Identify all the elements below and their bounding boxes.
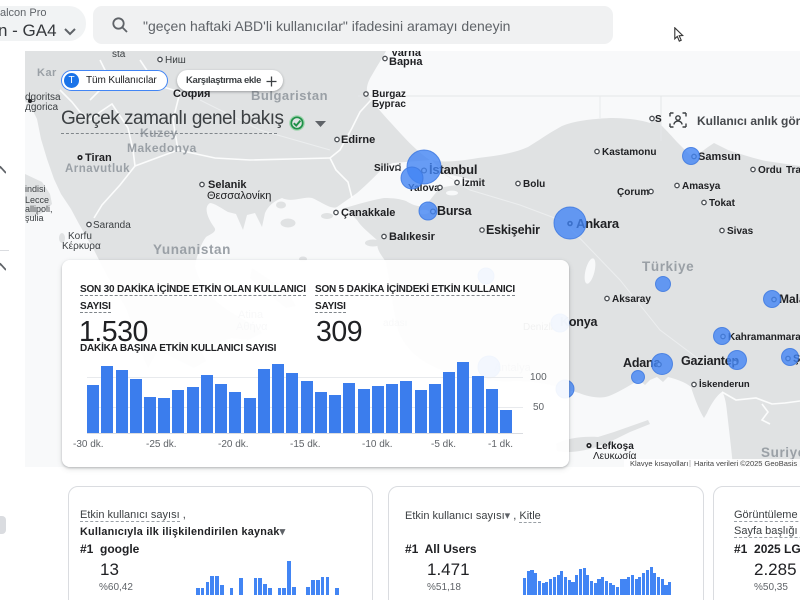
svg-text:Korfu: Korfu (68, 231, 92, 242)
svg-text:Çorum: Çorum (617, 187, 649, 198)
svg-text:Ordu: Ordu (758, 165, 782, 176)
svg-text:Edirne: Edirne (341, 134, 375, 146)
svg-text:S: S (655, 114, 662, 125)
svg-text:Malat: Malat (779, 292, 800, 306)
svg-text:Amasya: Amasya (682, 181, 721, 192)
svg-text:İskenderun: İskenderun (699, 379, 750, 390)
svg-text:Бургас: Бургас (372, 99, 406, 110)
svg-text:Варна: Варна (389, 56, 423, 68)
svg-text:Κέρκυρα: Κέρκυρα (62, 240, 101, 252)
svg-text:Ankara: Ankara (576, 216, 620, 231)
svg-text:sta: sta (112, 51, 126, 60)
svg-text:Kahramanmaraş: Kahramanmaraş (728, 332, 800, 343)
svg-text:Θεσσαλονίκη: Θεσσαλονίκη (207, 190, 271, 202)
svg-text:Makedonya: Makedonya (127, 141, 197, 155)
svg-text:Bulgaristan: Bulgaristan (251, 88, 328, 103)
svg-text:Harita verileri ©2025 GeoBasis: Harita verileri ©2025 GeoBasis (694, 459, 797, 467)
svg-text:Yalova: Yalova (408, 183, 440, 194)
svg-text:Ниш: Ниш (165, 55, 186, 66)
svg-text:Eskişehir: Eskişehir (486, 223, 540, 237)
svg-text:Sivas: Sivas (727, 226, 754, 237)
svg-text:dgoritsa: dgoritsa (25, 92, 61, 103)
svg-text:Türkiye: Türkiye (642, 259, 694, 274)
svg-text:Arnavutluk: Arnavutluk (65, 163, 130, 175)
svg-text:Lefkoşa: Lefkoşa (596, 441, 634, 452)
svg-text:Aksaray: Aksaray (612, 294, 651, 305)
svg-text:Konya: Konya (560, 315, 598, 329)
svg-text:Tra: Tra (786, 165, 800, 176)
svg-text:Silivri: Silivri (374, 163, 401, 174)
svg-text:Kastamonu: Kastamonu (602, 147, 656, 158)
svg-text:София: София (173, 88, 210, 100)
svg-text:Gaziantep: Gaziantep (681, 354, 739, 368)
svg-text:Varna: Varna (391, 51, 422, 59)
svg-text:allipoli,: allipoli, (25, 204, 53, 214)
svg-text:Kar: Kar (37, 67, 57, 79)
svg-text:Yunanistan: Yunanistan (153, 242, 231, 257)
svg-text:İzmit: İzmit (462, 176, 485, 189)
svg-text:дgorica: дgorica (25, 102, 59, 113)
svg-text:Tiran: Tiran (85, 152, 112, 164)
svg-text:Saranda: Saranda (93, 220, 131, 231)
svg-text:Balıkesir: Balıkesir (389, 231, 436, 243)
svg-text:Bursa: Bursa (437, 204, 473, 218)
svg-text:Kullanıcı anlık görünü: Kullanıcı anlık görünü (697, 114, 800, 128)
svg-text:Lecce: Lecce (25, 195, 49, 205)
svg-text:indisi: indisi (25, 184, 46, 194)
svg-text:Samsun: Samsun (698, 151, 741, 163)
svg-text:Burgaz: Burgaz (372, 89, 406, 100)
svg-text:Çanakkale: Çanakkale (341, 207, 395, 219)
svg-text:Klavye kısayolları: Klavye kısayolları (630, 459, 688, 467)
svg-text:Bolu: Bolu (523, 179, 545, 190)
svg-text:Suriye: Suriye (761, 445, 800, 460)
svg-text:Tokat: Tokat (709, 198, 736, 209)
svg-text:Selanik: Selanik (208, 179, 247, 191)
svg-text:şulia: şulia (25, 213, 44, 223)
